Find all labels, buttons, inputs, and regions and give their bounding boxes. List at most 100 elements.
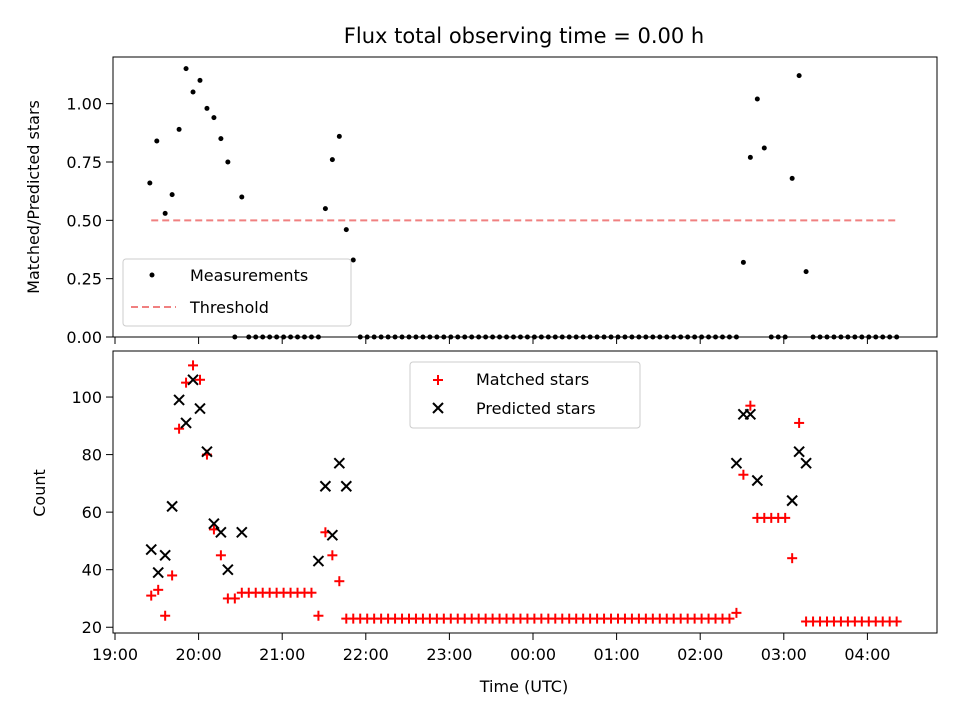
measurement-point <box>176 126 182 132</box>
matched-point <box>174 423 185 434</box>
bottom-y-tick-label: 60 <box>82 503 102 522</box>
matched-point <box>146 590 157 601</box>
matched-point <box>327 550 338 561</box>
legend-label-predicted: Predicted stars <box>476 399 596 418</box>
measurement-point <box>789 175 795 181</box>
predicted-point <box>319 480 332 492</box>
x-tick-label: 02:00 <box>677 645 723 664</box>
x-tick-label: 22:00 <box>343 645 389 664</box>
measurement-point <box>796 73 802 79</box>
predicted-point <box>180 417 192 429</box>
legend-marker-predicted <box>432 402 444 414</box>
predicted-point <box>194 402 206 415</box>
matched-point <box>731 607 742 618</box>
matched-point <box>724 613 735 624</box>
measurement-point <box>329 157 335 163</box>
bottom-legend: Matched stars Predicted stars <box>409 361 641 429</box>
predicted-point <box>173 394 185 406</box>
measurement-point <box>239 194 245 200</box>
legend-label-threshold: Threshold <box>189 298 269 317</box>
bottom-axes-frame <box>112 350 938 634</box>
measurement-point <box>147 180 153 186</box>
top-y-tick-label: 0.50 <box>66 211 102 230</box>
matched-point <box>229 593 240 604</box>
matched-point <box>160 610 171 621</box>
predicted-point <box>326 529 339 541</box>
measurement-point <box>322 206 328 212</box>
legend-label-matched: Matched stars <box>476 370 589 389</box>
bottom-y-tick-label: 100 <box>71 388 102 407</box>
top-y-ticks: 0.00 0.25 0.50 0.75 1.00 <box>66 95 113 347</box>
x-tick-label: 20:00 <box>176 645 222 664</box>
x-tick-label: 23:00 <box>426 645 472 664</box>
bottom-x-axis-label: Time (UTC) <box>479 677 568 696</box>
predicted-point <box>730 457 743 469</box>
bottom-y-tick-label: 40 <box>82 561 102 580</box>
predicted-point <box>166 500 178 513</box>
x-tick-label: 03:00 <box>761 645 807 664</box>
top-y-tick-label: 0.75 <box>66 153 102 172</box>
predicted-point <box>751 474 764 487</box>
top-y-axis-label: Matched/Predicted stars <box>24 100 43 294</box>
bottom-panel: Count Time (UTC) 20 40 60 80 100 19:00 20:00 2… <box>30 350 938 696</box>
bottom-y-ticks: 20 40 60 80 100 <box>71 388 113 637</box>
measurement-point <box>169 192 175 198</box>
predicted-point <box>236 526 248 538</box>
predicted-point <box>159 549 171 562</box>
legend-marker-measurements <box>149 272 155 278</box>
measurement-point <box>336 133 342 139</box>
predicted-point <box>222 563 234 576</box>
measurement-point <box>190 89 196 95</box>
matched-point <box>215 550 226 561</box>
predicted-point <box>340 480 353 492</box>
predicted-point <box>145 543 157 556</box>
top-axes-frame <box>112 56 938 338</box>
top-chart-title: Flux total observing time = 0.00 h <box>344 24 704 48</box>
matched-point <box>334 576 345 587</box>
measurement-point <box>183 66 189 72</box>
measurement-point <box>754 96 760 102</box>
measurement-point <box>218 136 224 142</box>
predicted-point <box>201 446 213 458</box>
matched-point <box>891 616 902 627</box>
predicted-point <box>333 457 346 469</box>
measurement-point <box>211 115 217 121</box>
top-y-tick-label: 1.00 <box>66 95 102 114</box>
x-tick-label: 04:00 <box>844 645 890 664</box>
bottom-plot-area <box>145 360 902 627</box>
bottom-x-ticks: 19:00 20:00 21:00 22:00 23:00 00:00 01:00 02:00… <box>92 633 890 664</box>
top-y-tick-label: 0.00 <box>66 328 102 347</box>
predicted-point <box>786 494 798 507</box>
predicted-point <box>744 408 757 421</box>
bottom-y-axis-label: Count <box>30 469 49 517</box>
matched-point <box>787 553 798 564</box>
predicted-point <box>312 555 325 567</box>
predicted-point <box>800 457 812 469</box>
bottom-y-tick-label: 80 <box>82 446 102 465</box>
measurement-point <box>761 145 767 151</box>
legend-marker-matched <box>433 375 443 385</box>
matched-point <box>306 587 317 598</box>
x-tick-label: 00:00 <box>510 645 556 664</box>
top-y-tick-label: 0.25 <box>66 270 102 289</box>
matched-point <box>794 417 805 428</box>
predicted-point <box>793 446 805 458</box>
matched-point <box>313 610 324 621</box>
measurement-point <box>740 259 746 265</box>
top-legend-box <box>122 258 352 327</box>
predicted-point <box>187 374 199 386</box>
matched-point <box>738 469 749 480</box>
x-tick-label: 19:00 <box>92 645 138 664</box>
measurement-point <box>747 154 753 160</box>
matched-point <box>153 584 164 595</box>
bottom-y-tick-label: 20 <box>82 618 102 637</box>
matched-point <box>167 570 178 581</box>
measurement-point <box>197 77 203 83</box>
predicted-point <box>152 566 164 579</box>
predicted-point <box>215 526 227 538</box>
measurement-point <box>225 159 231 165</box>
matched-point <box>780 512 791 523</box>
measurement-point <box>204 105 210 111</box>
